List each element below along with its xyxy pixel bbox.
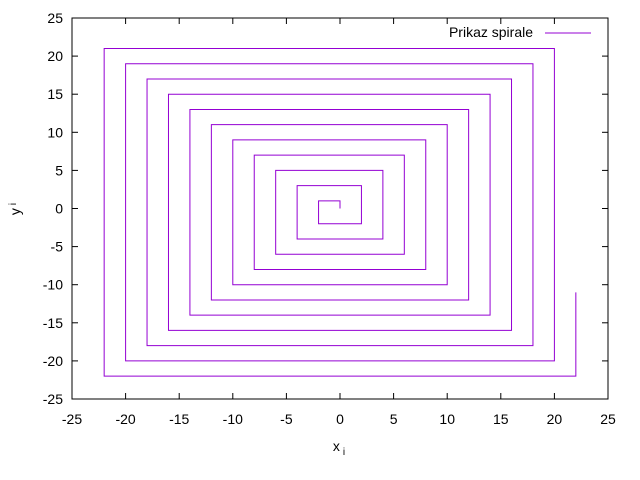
series-layer	[103, 47, 577, 377]
y-tick-label: -5	[51, 239, 64, 255]
x-tick-label: -5	[280, 411, 293, 427]
axis-ticks	[71, 17, 609, 400]
y-tick-label: 15	[47, 86, 63, 102]
y-tick-label: 10	[47, 124, 63, 140]
axis-tick-labels: -25 -20 -15 -10 -5 0 5 10 15 20 25 -25 -20 -15 -10 -5 0 5…	[43, 10, 616, 427]
x-tick-label: -15	[169, 411, 189, 427]
series-line-spiral	[103, 47, 577, 377]
y-tick-label: 0	[55, 201, 63, 217]
y-tick-label: 20	[47, 48, 63, 64]
x-tick-label: -20	[115, 411, 135, 427]
y-tick-label: 25	[47, 10, 63, 26]
legend-label: Prikaz spirale	[449, 24, 533, 40]
x-tick-label: 5	[390, 411, 398, 427]
x-tick-label: -25	[62, 411, 82, 427]
x-tick-label: 15	[493, 411, 509, 427]
y-tick-label: -20	[43, 353, 63, 369]
legend: Prikaz spirale	[449, 24, 591, 40]
y-tick-label: 5	[55, 162, 63, 178]
y-tick-label: -25	[43, 391, 63, 407]
y-tick-label: -15	[43, 315, 63, 331]
x-tick-label: 25	[600, 411, 616, 427]
x-tick-label: -10	[223, 411, 243, 427]
y-tick-label: -10	[43, 277, 63, 293]
x-tick-label: 0	[336, 411, 344, 427]
x-tick-label: 10	[439, 411, 455, 427]
y-axis-label: yi	[7, 203, 23, 215]
x-tick-label: 20	[547, 411, 563, 427]
